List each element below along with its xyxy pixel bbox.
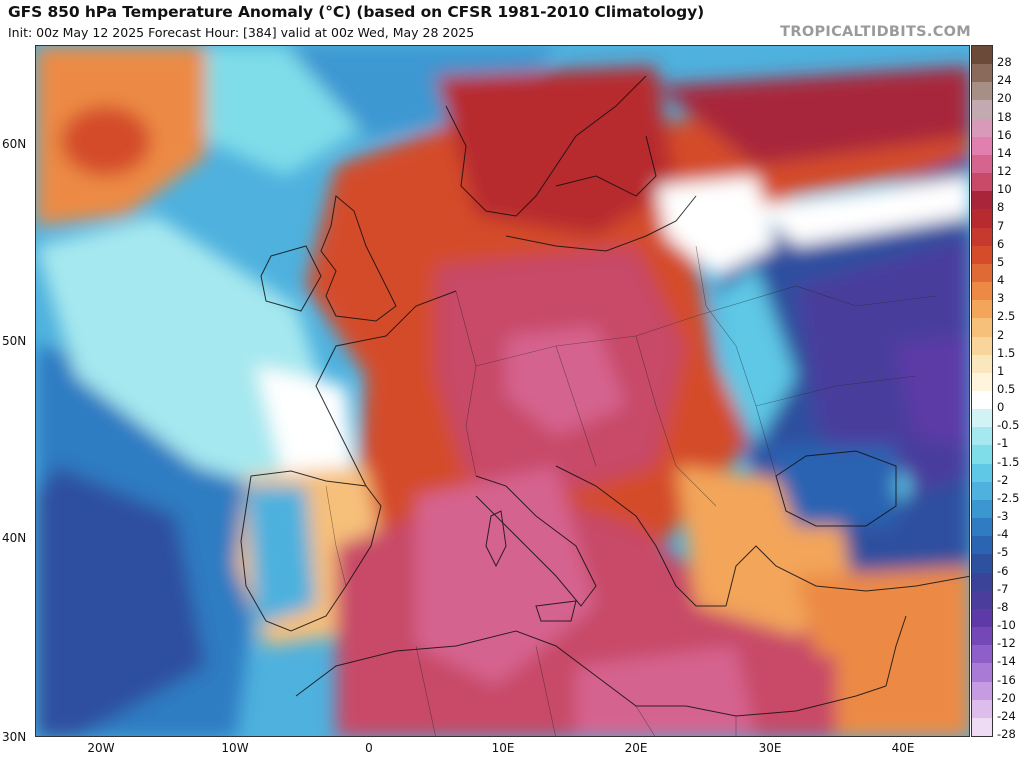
colorbar-tick-label: -7 [997, 581, 1009, 596]
colorbar-tick-label: 16 [997, 127, 1012, 142]
colorbar-swatch [972, 227, 992, 247]
colorbar-swatch [972, 336, 992, 356]
colorbar-swatch [972, 572, 992, 592]
lat-label-50n: 50N [2, 334, 27, 348]
colorbar-tick-label: 18 [997, 109, 1012, 124]
colorbar-tick-label: 0.5 [997, 382, 1016, 396]
colorbar-swatch [972, 46, 992, 65]
colorbar-tick-label: 3 [997, 291, 1005, 306]
anomaly-field [36, 46, 969, 736]
brand-watermark: TROPICALTIDBITS.COM [780, 24, 971, 40]
lon-label-20e: 20E [624, 741, 648, 755]
colorbar-tick-label: 4 [997, 273, 1005, 288]
colorbar-tick-label: 6 [997, 236, 1005, 251]
colorbar-tick-label: -6 [997, 563, 1009, 578]
colorbar-swatch [972, 627, 992, 646]
lat-label-40n: 40N [2, 531, 27, 545]
colorbar-swatch [972, 263, 992, 283]
colorbar-swatch [972, 191, 992, 210]
colorbar-tick-label: -14 [997, 654, 1016, 669]
colorbar-tick-label: 10 [997, 182, 1012, 197]
map-subtitle: Init: 00z May 12 2025 Forecast Hour: [38… [8, 25, 475, 40]
colorbar-swatch [972, 536, 992, 555]
colorbar-tick-label: -20 [997, 690, 1016, 705]
colorbar-tick-label: 7 [997, 218, 1005, 233]
colorbar-swatch [972, 554, 992, 574]
country-borders [325, 245, 937, 736]
colorbar-tick-label: 5 [997, 254, 1005, 269]
colorbar-tick-label: 12 [997, 164, 1012, 179]
colorbar-swatch [972, 518, 992, 537]
colorbar-swatch [972, 100, 992, 120]
colorbar-swatch [972, 427, 992, 447]
colorbar-tick-label: -5 [997, 545, 1009, 560]
colorbar-swatch [972, 245, 992, 265]
lat-label-30n: 30N [2, 730, 27, 744]
colorbar-swatch [972, 372, 992, 392]
colorbar-swatch [972, 409, 992, 428]
colorbar-swatch [972, 463, 992, 483]
colorbar-swatch [972, 499, 992, 519]
lon-label-10w: 10W [221, 741, 249, 755]
colorbar-tick-label: -2 [997, 472, 1009, 487]
anomaly-map-svg [36, 46, 969, 736]
colorbar-tick-label: -1 [997, 436, 1009, 451]
colorbar-swatch [972, 681, 992, 701]
lon-label-0: 0 [365, 741, 373, 755]
colorbar-tick-label: -28 [997, 727, 1016, 741]
colorbar-tick-label: 1.5 [997, 345, 1016, 360]
colorbar-swatch [972, 608, 992, 628]
colorbar-swatch [972, 318, 992, 338]
colorbar-swatch [972, 645, 992, 664]
colorbar [971, 45, 993, 737]
lon-label-20w: 20W [87, 741, 115, 755]
colorbar-tick-label: 24 [997, 73, 1012, 88]
colorbar-tick-label: 8 [997, 200, 1005, 215]
colorbar-tick-label: 2.5 [997, 309, 1016, 324]
lon-label-40e: 40E [891, 741, 915, 755]
colorbar-swatch [972, 699, 992, 719]
colorbar-tick-label: -0.5 [997, 418, 1020, 433]
colorbar-tick-label: 20 [997, 91, 1012, 106]
colorbar-swatch [972, 445, 992, 465]
colorbar-tick-label: -24 [997, 708, 1016, 723]
colorbar-tick-label: -2.5 [997, 490, 1020, 505]
colorbar-swatch [972, 354, 992, 374]
colorbar-tick-label: 0 [997, 400, 1005, 415]
colorbar-swatch [972, 717, 992, 736]
colorbar-tick-label: -16 [997, 672, 1016, 687]
colorbar-swatch [972, 209, 992, 229]
colorbar-tick-label: -10 [997, 618, 1016, 633]
colorbar-swatch [972, 282, 992, 301]
lon-label-10e: 10E [491, 741, 515, 755]
colorbar-swatch [972, 300, 992, 319]
colorbar-swatch [972, 154, 992, 174]
colorbar-swatch [972, 82, 992, 102]
colorbar-swatch [972, 173, 992, 192]
colorbar-tick-label: 28 [997, 55, 1012, 70]
colorbar-swatch [972, 118, 992, 138]
colorbar-swatch [972, 481, 992, 501]
colorbar-tick-label: -8 [997, 599, 1009, 614]
colorbar-tick-label: 1 [997, 363, 1005, 378]
coastlines [240, 75, 969, 717]
anomaly-map [35, 45, 970, 737]
colorbar-swatch [972, 64, 992, 83]
colorbar-tick-label: -4 [997, 527, 1009, 542]
colorbar-tick-label: -1.5 [997, 454, 1020, 469]
lat-label-60n: 60N [2, 137, 27, 151]
map-title: GFS 850 hPa Temperature Anomaly (°C) (ba… [8, 3, 705, 21]
colorbar-tick-label: 2 [997, 327, 1005, 342]
colorbar-tick-label: -3 [997, 509, 1009, 524]
colorbar-swatch [972, 391, 992, 410]
colorbar-swatch [972, 590, 992, 610]
colorbar-swatch [972, 663, 992, 683]
colorbar-tick-label: -12 [997, 636, 1016, 651]
lon-label-30e: 30E [758, 741, 782, 755]
colorbar-swatch [972, 136, 992, 156]
colorbar-tick-label: 14 [997, 145, 1012, 160]
